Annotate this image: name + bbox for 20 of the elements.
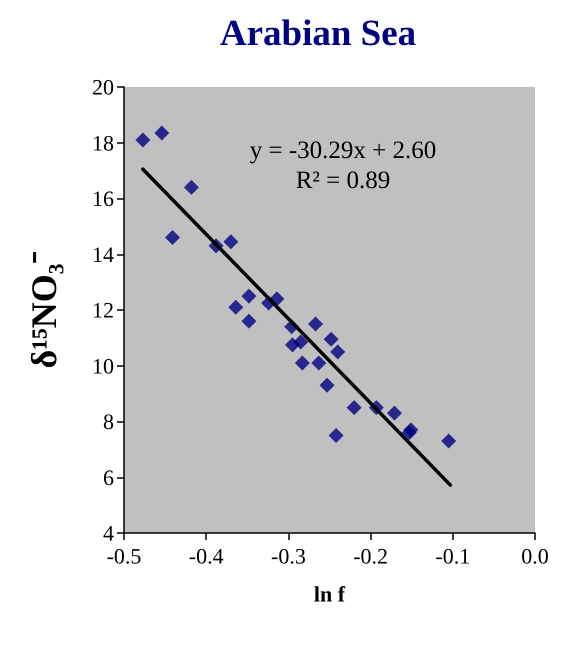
y-tick-label: 8 [103,409,114,434]
y-tick-label: 10 [92,353,114,378]
x-tick-label: -0.3 [270,544,306,568]
y-tick-label: 6 [103,464,114,490]
x-tick-label: -0.1 [435,544,470,568]
y-tick-label: 12 [92,298,114,322]
y-tick-label: 14 [92,242,114,267]
x-axis-title: ln f [314,582,346,606]
chart-title: Arabian Sea [220,13,416,54]
y-tick-label: 18 [92,130,114,156]
x-tick-label: -0.2 [353,544,388,568]
y-tick-label: 20 [92,74,114,100]
x-tick-label: -0.5 [106,544,142,568]
y-axis-title: δ¹⁵NO₃⁻ [24,251,64,369]
annotation: y = -30.29x + 2.60 [250,137,436,164]
annotation: R² = 0.89 [296,167,390,194]
x-tick-label: 0.0 [521,544,549,568]
x-tick-label: -0.4 [188,544,224,568]
y-tick-label: 16 [92,186,114,211]
y-tick-label: 4 [103,520,114,546]
